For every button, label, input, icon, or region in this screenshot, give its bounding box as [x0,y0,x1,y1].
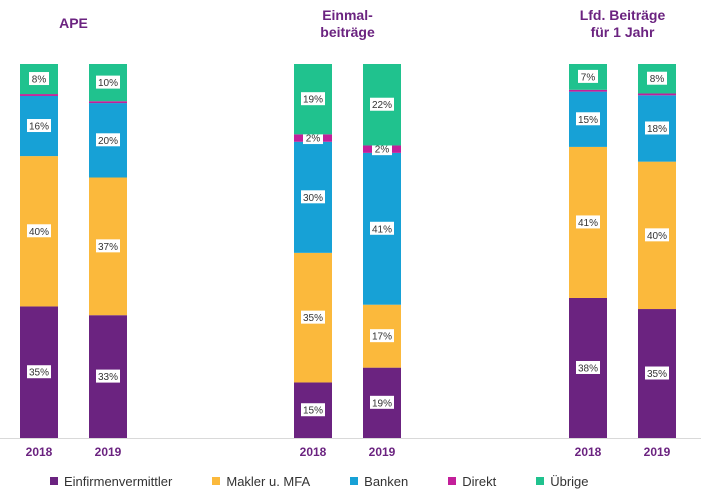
data-label: 38% [578,363,598,374]
legend-item: Einfirmenvermittler [50,474,172,489]
legend-swatch [536,477,545,485]
stacked-bar-chart: APE 35% 40% 16% 8% 2018 33% 37% 20% 10% 2019 Einmal… [0,7,701,459]
legend-label: Übrige [550,473,589,489]
data-label: 8% [32,75,47,86]
data-label-bg [27,119,51,133]
data-label-bg [576,112,600,126]
data-label-bg [301,92,325,106]
data-label-bg [647,71,667,85]
data-label: 41% [578,218,598,229]
legend-swatch [212,477,221,485]
data-label-bg [29,72,49,86]
data-label: 16% [29,122,49,133]
data-label: 10% [98,78,118,89]
data-label-bg [301,190,325,204]
data-label-bg [576,215,600,229]
legend-item: Makler u. MFA [212,474,310,489]
category-label: 2018 [300,445,327,459]
data-label: 2% [375,145,390,156]
data-label: 17% [372,332,392,343]
data-label: 20% [98,136,118,147]
data-label: 35% [29,368,49,379]
data-label-bg [370,97,394,111]
legend-swatch [448,477,457,485]
data-label-bg [645,228,669,242]
data-label-bg [301,310,325,324]
data-label-bg [578,69,598,83]
chart-legend: Einfirmenvermittler Makler u. MFA Banken Di… [50,470,690,492]
data-label: 18% [647,124,667,135]
data-label: 8% [650,74,665,85]
category-label: 2019 [644,445,671,459]
data-label-bg [576,360,600,374]
data-label-bg [96,369,120,383]
legend-item: Banken [350,474,408,489]
data-label-bg [96,133,120,147]
data-label: 40% [647,231,667,242]
legend-item: Übrige [536,473,589,489]
data-label: 35% [647,369,667,380]
legend-label: Makler u. MFA [226,473,311,489]
category-label: 2018 [26,445,53,459]
data-label: 15% [303,406,323,417]
data-label-bg [645,121,669,135]
legend-item: Direkt [448,474,496,489]
data-label-bg [370,221,394,235]
legend-label: Einfirmenvermittler [64,473,173,489]
group-title: APE [59,15,88,31]
group-title: Lfd. Beiträge für 1 Jahr [580,7,666,40]
legend-label: Direkt [462,473,497,489]
data-label: 40% [29,227,49,238]
data-label: 19% [372,398,392,409]
category-label: 2019 [369,445,396,459]
bar-segment [569,89,607,92]
data-label: 33% [98,372,118,383]
data-label: 30% [303,193,323,204]
data-label-bg [645,366,669,380]
data-label: 7% [581,72,596,83]
data-label: 35% [303,313,323,324]
data-label-bg [301,403,325,417]
data-label-bg [27,365,51,379]
data-label: 22% [372,100,392,111]
category-label: 2018 [575,445,602,459]
data-label: 37% [98,242,118,253]
category-label: 2019 [95,445,122,459]
data-label: 19% [303,95,323,106]
bar-segment [20,94,58,96]
data-label: 41% [372,224,392,235]
data-label-bg [96,239,120,253]
data-label-bg [27,224,51,238]
legend-swatch [50,477,58,485]
data-label-bg [370,329,394,343]
group-title: Einmal-beiträge [320,7,375,40]
data-label: 2% [306,134,321,145]
bar-segment [89,101,127,104]
data-label-bg [370,395,394,409]
legend-swatch [350,477,359,485]
data-label: 15% [578,115,598,126]
legend-label: Banken [364,473,409,489]
data-label-bg [96,75,120,89]
bar-segment [638,93,676,96]
